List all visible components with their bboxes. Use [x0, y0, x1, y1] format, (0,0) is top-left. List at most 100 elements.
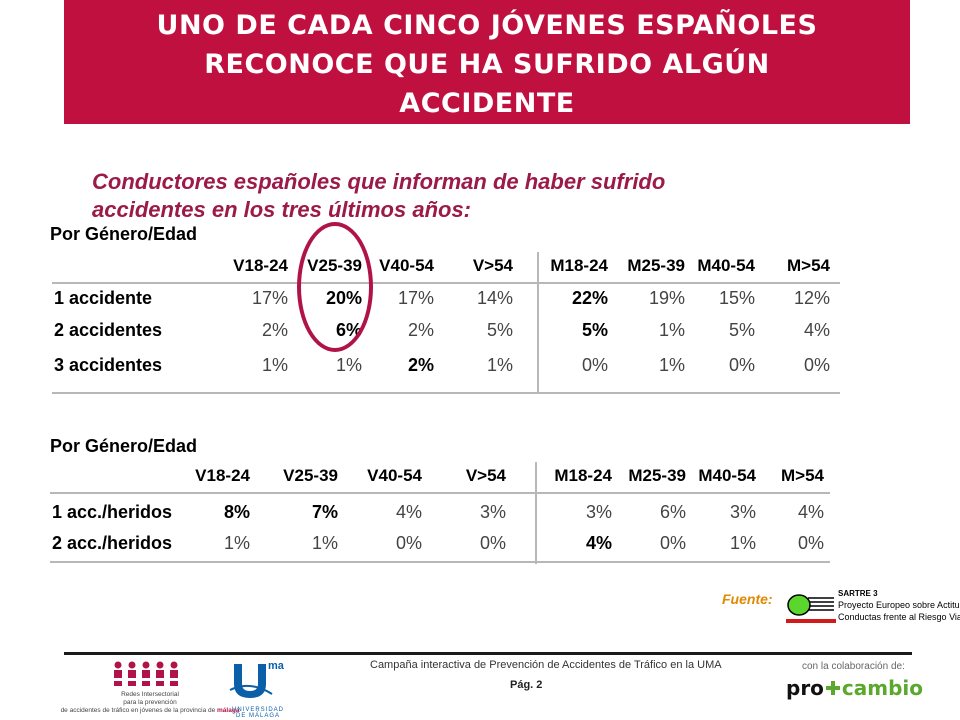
- subtitle: Conductores españoles que informan de ha…: [92, 168, 812, 224]
- table-rule: [52, 392, 840, 394]
- procambio-cambio: cambio: [841, 676, 924, 700]
- table1-row-label: 3 accidentes: [54, 355, 163, 375]
- table2-cell: 0%: [395, 533, 422, 553]
- table1-column-header: M>54: [787, 256, 830, 275]
- table-rule: [50, 492, 830, 494]
- procambio-logo: pro cambio: [786, 676, 923, 700]
- table2-cell: 3%: [479, 502, 506, 522]
- table2-column-header: M>54: [781, 466, 824, 485]
- redes-caption-line1: Redes Intersectorial: [121, 691, 179, 698]
- highlight-circle: [297, 222, 373, 352]
- redes-logo: Redes Intersectorial para la prevención …: [60, 660, 240, 716]
- table1-cell: 17%: [251, 288, 288, 308]
- table2-cell: 3%: [729, 502, 756, 522]
- table1-cell: 4%: [803, 320, 830, 340]
- table1-cell: 0%: [581, 355, 608, 375]
- redes-caption-line3-text: de accidentes de tráfico en jóvenes de l…: [60, 707, 216, 714]
- table-rule: [50, 561, 830, 563]
- redes-caption-place: málaga: [217, 707, 240, 714]
- source-label: Fuente:: [722, 591, 773, 607]
- table-rule: [52, 282, 840, 284]
- collaboration-text: con la colaboración de:: [802, 661, 905, 672]
- table2-cell: 8%: [223, 502, 250, 522]
- title-banner: [64, 0, 910, 124]
- footer-divider: [64, 652, 912, 655]
- table2-column-header: V>54: [465, 466, 506, 485]
- table1-cell: 5%: [486, 320, 513, 340]
- table1-row-label: 2 accidentes: [54, 320, 163, 340]
- table1-column-header: M18-24: [550, 256, 608, 275]
- subtitle-line2: accidentes en los tres últimos años:: [92, 197, 472, 222]
- campaign-text: Campaña interactiva de Prevención de Acc…: [370, 659, 722, 671]
- table1-cell: 14%: [476, 288, 513, 308]
- table2-cell: 6%: [659, 502, 686, 522]
- table1-cell: 2%: [407, 320, 434, 340]
- uma-caption: UNIVERSIDAD DE MÁLAGA: [231, 707, 284, 719]
- table1-cell: 0%: [803, 355, 830, 375]
- table2-cell: 1%: [311, 533, 338, 553]
- subtitle-line1: Conductores españoles que informan de ha…: [92, 169, 666, 194]
- sartre-title: SARTRE 3: [838, 589, 878, 598]
- sartre-line2: Conductas frente al Riesgo Vial: [838, 612, 960, 622]
- table1-cell: 5%: [581, 320, 608, 340]
- sartre-line1: Proyecto Europeo sobre Actitudes y: [838, 600, 960, 610]
- table1-cell: 1%: [261, 355, 288, 375]
- table1-cell: 1%: [335, 355, 362, 375]
- page-title-line3: ACCIDENTE: [399, 88, 575, 119]
- table1-cell: 0%: [728, 355, 755, 375]
- table1-column-header: M25-39: [627, 256, 685, 275]
- table1-cell: 19%: [648, 288, 685, 308]
- table2-cell: 0%: [797, 533, 824, 553]
- page-title-line1: UNO DE CADA CINCO JÓVENES ESPAÑOLES: [156, 10, 818, 41]
- table1-column-header: V>54: [472, 256, 513, 275]
- plus-cross-icon: [825, 681, 840, 695]
- page-title-line2: RECONOCE QUE HA SUFRIDO ALGÚN: [204, 49, 770, 80]
- table2-row-label: 2 acc./heridos: [52, 533, 173, 553]
- table2-column-header: V18-24: [195, 466, 250, 485]
- procambio-pro: pro: [786, 676, 824, 700]
- table2-caption: Por Género/Edad: [50, 436, 198, 456]
- table1-cell: 5%: [728, 320, 755, 340]
- table1-cell: 22%: [571, 288, 608, 308]
- table1-column-header: V40-54: [379, 256, 434, 275]
- redes-caption-line3: de accidentes de tráfico en jóvenes de l…: [60, 707, 240, 714]
- table2-cell: 0%: [479, 533, 506, 553]
- table2-column-header: V40-54: [367, 466, 422, 485]
- table2-column-header: V25-39: [283, 466, 338, 485]
- table2-cell: 4%: [585, 533, 612, 553]
- table1-row-label: 1 accidente: [54, 288, 153, 308]
- people-figures-icon: [112, 661, 180, 686]
- table1-cell: 12%: [793, 288, 830, 308]
- table2-cell: 3%: [585, 502, 612, 522]
- table1-caption: Por Género/Edad: [50, 224, 198, 244]
- table2-cell: 4%: [797, 502, 824, 522]
- table2-column-header: M18-24: [554, 466, 612, 485]
- table2-row-label: 1 acc./heridos: [52, 502, 173, 522]
- table-divider: [535, 462, 537, 564]
- page-number: Pág. 2: [510, 679, 543, 691]
- table1-cell: 2%: [261, 320, 288, 340]
- table1-cell: 1%: [658, 355, 685, 375]
- redes-caption-line2: para la prevención: [123, 699, 177, 706]
- table1-cell: 15%: [718, 288, 755, 308]
- table2-cell: 0%: [659, 533, 686, 553]
- table1-column-header: M40-54: [697, 256, 755, 275]
- table1-cell: 2%: [407, 355, 434, 375]
- page-title: UNO DE CADA CINCO JÓVENES ESPAÑOLES RECO…: [64, 6, 910, 123]
- table2-cell: 1%: [729, 533, 756, 553]
- uma-logo: ma UNIVERSIDAD DE MÁLAGA: [228, 660, 288, 719]
- table1-cell: 17%: [397, 288, 434, 308]
- table2-column-header: M25-39: [628, 466, 686, 485]
- sartre-bullet-icon: [786, 594, 836, 623]
- table-divider: [537, 252, 539, 392]
- sartre-logo: SARTRE 3 Proyecto Europeo sobre Actitude…: [786, 588, 960, 628]
- table1-cell: 1%: [658, 320, 685, 340]
- table2-column-header: M40-54: [698, 466, 756, 485]
- table1-cell: 1%: [486, 355, 513, 375]
- table2-cell: 1%: [223, 533, 250, 553]
- table2-cell: 4%: [395, 502, 422, 522]
- table2-cell: 7%: [311, 502, 338, 522]
- uma-superscript: ma: [268, 660, 284, 672]
- table1-column-header: V18-24: [233, 256, 288, 275]
- u-letter-icon: [229, 664, 273, 698]
